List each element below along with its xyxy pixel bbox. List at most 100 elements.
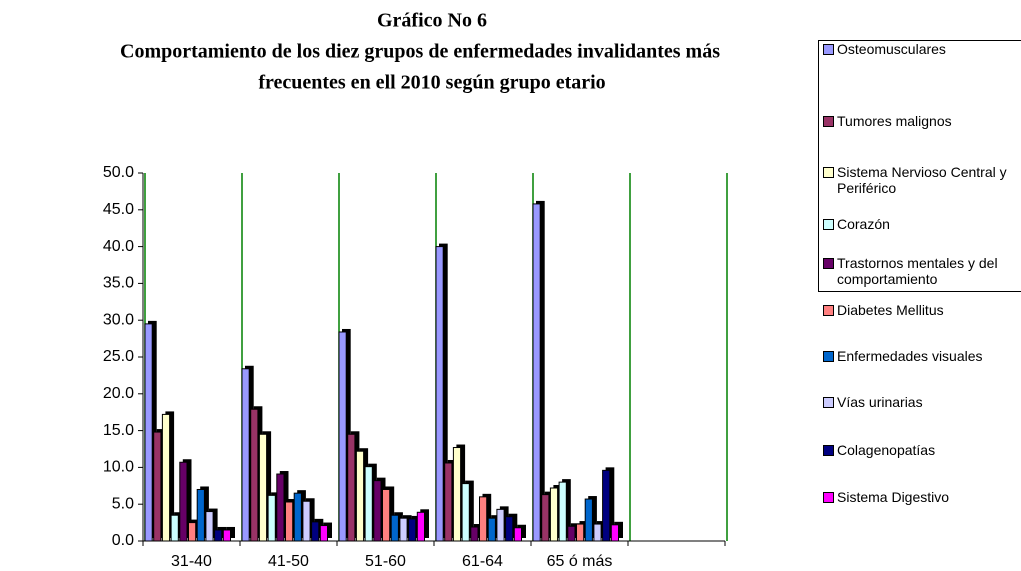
- legend-swatch: [823, 397, 834, 408]
- legend-item: Osteomusculares: [823, 41, 1019, 57]
- bar: [285, 501, 294, 542]
- x-tick-label: 51-60: [365, 553, 406, 570]
- legend-swatch: [823, 258, 834, 269]
- bar: [479, 496, 488, 542]
- legend-item: Diabetes Mellitus: [823, 302, 1019, 318]
- legend-item: Corazón: [823, 216, 1019, 232]
- legend-swatch: [823, 219, 834, 230]
- bar: [364, 466, 373, 542]
- y-tick-label: 5.0: [112, 495, 134, 512]
- bar: [461, 483, 470, 542]
- legend-swatch: [823, 492, 834, 503]
- bar: [496, 508, 505, 542]
- legend-swatch: [823, 445, 834, 456]
- bar: [222, 529, 232, 542]
- bar: [161, 413, 171, 542]
- bar: [373, 480, 382, 542]
- bar: [399, 517, 408, 542]
- legend-label: Enfermedades visuales: [837, 348, 983, 364]
- legend-label: Osteomusculares: [837, 41, 946, 57]
- bar: [196, 488, 205, 542]
- bar: [452, 447, 462, 542]
- bar: [267, 494, 276, 542]
- bar: [408, 518, 417, 542]
- legend-item: Enfermedades visuales: [823, 348, 1019, 364]
- legend-label: Colagenopatías: [837, 442, 936, 458]
- bar: [470, 526, 479, 542]
- bar: [382, 488, 391, 542]
- bar: [276, 473, 285, 542]
- bar: [584, 498, 593, 542]
- legend-label: Corazón: [837, 216, 890, 232]
- bar: [567, 525, 576, 542]
- legend-item: Colagenopatías: [823, 442, 1019, 458]
- legend: Osteomusculares Tumores malignos Sistema N…: [818, 40, 1021, 505]
- legend-label: Vías urinarias: [837, 394, 923, 410]
- bar: [558, 481, 567, 542]
- x-tick-label: 41-50: [268, 553, 309, 570]
- bar: [214, 529, 223, 542]
- legend-swatch: [823, 116, 834, 127]
- bar: [610, 524, 619, 542]
- bar: [241, 368, 250, 542]
- bar: [487, 517, 496, 542]
- legend-item: Sistema Nervioso Central y Periférico: [823, 164, 1019, 196]
- bar: [532, 203, 541, 542]
- bar: [302, 500, 311, 542]
- legend-swatch: [823, 167, 834, 178]
- bar: [355, 450, 365, 542]
- legend-label: Sistema Nervioso Central y Periférico: [837, 164, 1007, 196]
- x-tick-label: 65 ó más: [547, 553, 613, 570]
- legend-swatch: [823, 44, 834, 55]
- bar: [347, 433, 356, 542]
- bar: [153, 431, 162, 542]
- bar: [541, 494, 550, 542]
- bar: [258, 433, 268, 542]
- y-tick-label: 25.0: [103, 348, 134, 365]
- y-tick-label: 15.0: [103, 422, 134, 439]
- bar: [170, 514, 179, 542]
- bar: [188, 522, 197, 542]
- bar: [549, 487, 559, 542]
- legend-label: Trastornos mentales y del comportamiento: [837, 255, 998, 287]
- legend-swatch: [823, 351, 834, 362]
- bar: [505, 516, 514, 542]
- y-tick-label: 10.0: [103, 459, 134, 476]
- bar: [513, 527, 522, 542]
- legend-item: Tumores malignos: [823, 113, 1019, 129]
- chart-subtitle: frecuentes en ell 2010 según grupo etari…: [258, 72, 605, 94]
- bar: [179, 461, 188, 542]
- bar: [250, 408, 259, 542]
- bar: [416, 511, 425, 542]
- legend-label: Sistema Digestivo: [837, 489, 950, 505]
- y-tick-label: 0.0: [112, 532, 134, 549]
- bar: [444, 462, 453, 542]
- x-tick-label: 61-64: [462, 553, 503, 570]
- legend-label: Diabetes Mellitus: [837, 302, 944, 318]
- legend-item: Trastornos mentales y del comportamiento: [823, 255, 1019, 287]
- bar: [435, 246, 444, 542]
- legend-item: Vías urinarias: [823, 394, 1019, 410]
- y-tick-label: 50.0: [103, 164, 134, 181]
- bar: [144, 323, 153, 542]
- bar: [319, 525, 328, 542]
- bar: [602, 469, 611, 542]
- chart-subtitle: Comportamiento de los diez grupos de enf…: [120, 41, 720, 63]
- y-tick-label: 40.0: [103, 238, 134, 255]
- bar: [593, 523, 602, 542]
- legend-item: Sistema Digestivo: [823, 489, 1019, 505]
- chart-title: Gráfico No 6: [377, 10, 487, 32]
- bar: [576, 523, 585, 542]
- bar: [390, 514, 399, 542]
- legend-swatch: [823, 305, 834, 316]
- x-tick-label: 31-40: [171, 553, 212, 570]
- bar: [293, 492, 302, 542]
- bar: [338, 331, 347, 542]
- legend-label: Tumores malignos: [837, 113, 952, 129]
- y-tick-label: 45.0: [103, 201, 134, 218]
- y-tick-label: 30.0: [103, 311, 134, 328]
- y-tick-label: 35.0: [103, 275, 134, 292]
- bar: [311, 521, 320, 542]
